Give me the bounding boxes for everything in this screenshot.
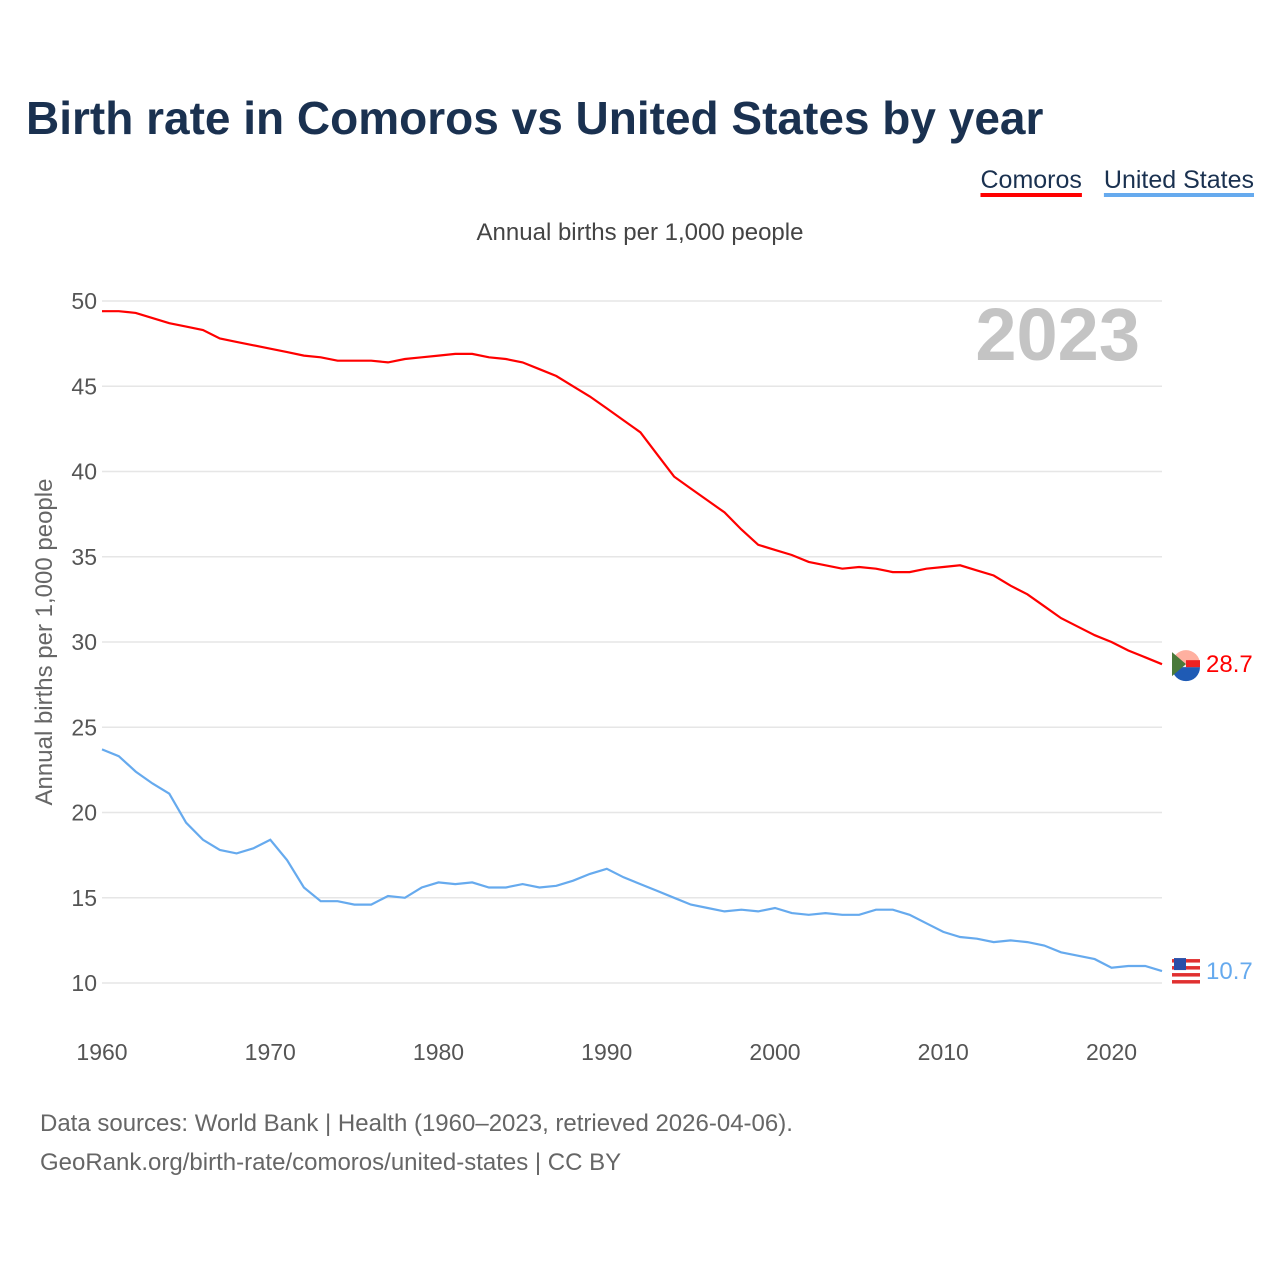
end-value-label: 28.7: [1206, 651, 1253, 678]
x-tick-label: 2010: [918, 1039, 969, 1065]
chart-subtitle: Annual births per 1,000 people: [477, 219, 804, 246]
chart-title: Birth rate in Comoros vs United States b…: [26, 92, 1043, 144]
y-tick-label: 40: [71, 459, 97, 485]
x-tick-label: 2020: [1086, 1039, 1137, 1065]
y-tick-label: 45: [71, 373, 97, 399]
x-tick-label: 2000: [749, 1039, 800, 1065]
y-tick-label: 35: [71, 544, 97, 570]
y-axis-label: Annual births per 1,000 people: [31, 479, 58, 806]
footer-sources: Data sources: World Bank | Health (1960–…: [40, 1110, 793, 1137]
legend-swatch: [980, 193, 1082, 197]
footer-link[interactable]: GeoRank.org/birth-rate/comoros/united-st…: [40, 1149, 621, 1176]
x-tick-label: 1970: [245, 1039, 296, 1065]
y-tick-label: 25: [71, 714, 97, 740]
legend-item-comoros[interactable]: Comoros: [980, 166, 1081, 194]
series-lines: 28.7 10.7: [101, 310, 1253, 986]
y-tick-label: 10: [71, 970, 97, 996]
year-label: 2023: [975, 293, 1140, 376]
x-tick-label: 1990: [581, 1039, 632, 1065]
series-line-united-states: [101, 748, 1163, 973]
x-tick-label: 1980: [413, 1039, 464, 1065]
us-flag-icon: [1172, 957, 1200, 986]
end-value-label: 10.7: [1206, 958, 1253, 985]
y-tick-label: 20: [71, 800, 97, 826]
series-line-comoros: [102, 310, 1163, 666]
legend-swatch: [1103, 193, 1254, 197]
y-tick-label: 30: [71, 629, 97, 655]
comoros-flag-icon: [1172, 650, 1200, 682]
grid: 10 15 20 25 30 35 40 45 50 1960 1970 1980 1990 2000 20…: [71, 288, 1162, 1065]
legend[interactable]: United States Comoros: [980, 166, 1254, 197]
y-tick-label: 15: [71, 885, 97, 911]
legend-item-united-states[interactable]: United States: [1104, 166, 1254, 194]
x-tick-label: 1960: [76, 1039, 127, 1065]
y-tick-label: 50: [71, 288, 97, 314]
